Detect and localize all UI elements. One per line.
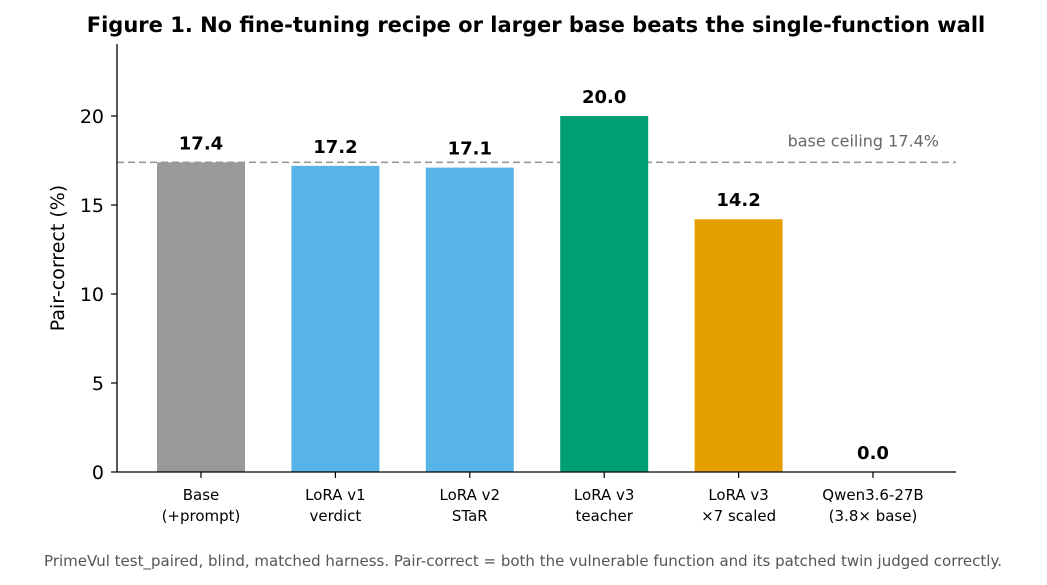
category-label-3-line-1: LoRA v2: [440, 486, 501, 504]
category-label-4-line-1: LoRA v3: [574, 486, 635, 504]
category-label-5-line-2: ×7 scaled: [701, 507, 776, 525]
category-label-3-line-2: STaR: [452, 507, 488, 525]
bar-1: [157, 162, 245, 472]
bar-4: [560, 116, 649, 472]
value-label-2: 17.2: [313, 137, 357, 158]
value-label-3: 17.1: [448, 139, 492, 160]
category-label-1-line-1: Base: [183, 486, 220, 504]
bar-3: [425, 167, 514, 472]
category-label-6-line-1: Qwen3.6-27B: [822, 486, 923, 504]
y-axis-label: Pair-correct (%): [47, 185, 69, 331]
plot-area: 17.4 Base (+prompt) 17.2 LoRA v1 verdict 17.1 L…: [80, 87, 956, 525]
value-label-5: 14.2: [716, 190, 760, 211]
value-label-4: 20.0: [582, 87, 626, 108]
category-label-2-line-2: verdict: [309, 507, 361, 525]
value-label-1: 17.4: [179, 133, 223, 154]
reference-line-label: base ceiling 17.4%: [788, 131, 939, 150]
category-label-6-line-2: (3.8× base): [829, 507, 918, 525]
category-label-4-line-2: teacher: [575, 507, 633, 525]
value-label-6: 0.0: [857, 443, 889, 464]
bar-5: [694, 219, 783, 472]
category-label-5-line-1: LoRA v3: [708, 486, 769, 504]
figure-caption: PrimeVul test_paired, blind, matched har…: [44, 552, 1002, 571]
y-tick-label-10: 10: [80, 284, 104, 306]
chart-title: Figure 1. No fine-tuning recipe or large…: [87, 13, 985, 37]
y-tick-label-5: 5: [92, 373, 104, 395]
y-tick-label-0: 0: [92, 462, 104, 484]
y-tick-label-15: 15: [80, 195, 104, 217]
y-tick-label-20: 20: [80, 106, 104, 128]
bar-2: [291, 165, 380, 472]
category-label-1-line-2: (+prompt): [162, 507, 241, 525]
category-label-2-line-1: LoRA v1: [305, 486, 366, 504]
